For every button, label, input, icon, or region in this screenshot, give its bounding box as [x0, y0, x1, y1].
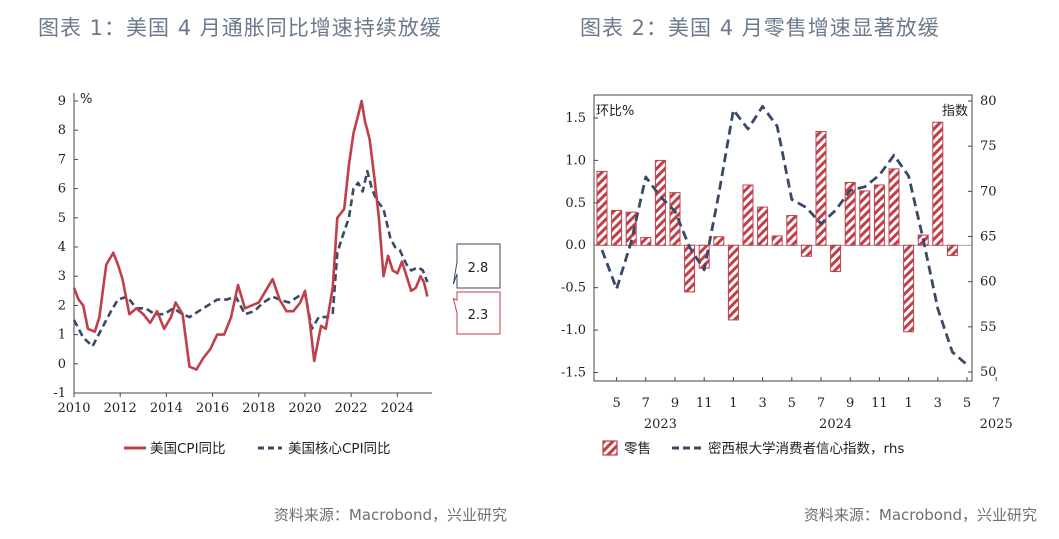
chart1-y-tick-label: 5: [58, 211, 66, 226]
chart1-series-cpi: [72, 99, 429, 371]
chart2-bar-retail: [669, 192, 681, 246]
chart2-bar-retail: [859, 190, 871, 246]
chart2-legend-label-sentiment: 密西根大学消费者信心指数，rhs: [708, 440, 904, 457]
chart2-x-tick-label: 3: [934, 396, 942, 411]
chart2-bar-retail: [815, 131, 827, 246]
chart2-retail-bar: 1.51.00.50.0-0.5-1.0-1.580757065605550环比…: [561, 94, 1013, 457]
chart2-y2-tick-label: 80: [980, 94, 997, 109]
chart2-y-tick-label: -1.5: [561, 366, 586, 381]
chart2-bar-retail: [611, 209, 623, 246]
chart2-x-tick-label: 5: [963, 396, 971, 411]
chart1-y-tick-label: 8: [58, 123, 66, 138]
chart1-y-tick-label: 3: [58, 269, 66, 284]
chart1-x-tick-label: 2012: [104, 401, 137, 416]
chart1-y-tick-label: 1: [58, 328, 66, 343]
chart2-x-tick-label: 5: [788, 396, 796, 411]
chart2-bar-retail: [640, 237, 652, 246]
chart2-y2-tick-label: 55: [980, 320, 997, 335]
chart1-callout-cpi-label: 2.3: [468, 308, 489, 323]
chart2-year-label: 2025: [980, 417, 1013, 432]
chart2-bar-retail: [786, 215, 798, 246]
chart2-x-tick-label: 7: [992, 396, 1000, 411]
chart2-y-tick-label: 1.5: [565, 111, 586, 126]
chart1-x-tick-label: 2020: [288, 401, 321, 416]
chart2-y2-unit: 指数: [942, 104, 968, 119]
chart1-y-tick-label: 9: [58, 94, 66, 109]
chart2-y-unit: 环比%: [596, 104, 634, 119]
chart1-legend-label-core: 美国核心CPI同比: [288, 441, 391, 457]
chart1-cpi-line: 9 8 7 6 5 4 3 2 1 0 -1% 2010 2012 2014 2016 2018 2020 202…: [53, 92, 501, 457]
chart2-legend-swatch-retail: [602, 440, 618, 456]
chart1-y-tick-label: 4: [58, 240, 66, 255]
chart2-bar-retail: [596, 170, 608, 246]
chart2-y2-tick-label: 70: [980, 184, 997, 199]
chart1-legend-label-cpi: 美国CPI同比: [150, 441, 226, 457]
chart2-x-tick-label: 3: [758, 396, 766, 411]
chart2-bar-retail: [873, 184, 885, 246]
chart1-callout-cpi: [452, 291, 501, 335]
chart2-year-label: 2023: [644, 417, 677, 432]
chart1-x-tick-label: 2016: [196, 401, 229, 416]
chart1-callout-core: [452, 243, 501, 289]
chart1-source: 资料来源：Macrobond，兴业研究: [273, 506, 507, 524]
chart2-x-tick-label: 11: [871, 396, 888, 411]
chart1-y-unit: %: [80, 92, 92, 107]
chart2-x-tick-label: 1: [729, 396, 737, 411]
chart2-bar-retail: [903, 244, 915, 333]
chart2-x-tick-label: 9: [846, 396, 854, 411]
chart1-title: 图表 1：美国 4 月通胀同比增速持续放缓: [38, 16, 442, 40]
chart1-y-tick-label: -1: [53, 386, 66, 401]
chart1-x-tick-label: 2014: [150, 401, 183, 416]
chart2-bar-retail: [727, 244, 739, 321]
chart2-bar-retail: [800, 244, 812, 257]
chart2-bar-retail: [946, 244, 958, 256]
chart2-x-tick-label: 1: [904, 396, 912, 411]
chart2-bar-retail: [654, 159, 666, 246]
chart2-x-tick-label: 7: [817, 396, 825, 411]
chart2-y2-tick-label: 50: [980, 365, 997, 380]
chart1-y-tick-label: 7: [58, 152, 66, 167]
chart2-series-sentiment: [600, 105, 968, 366]
chart2-bar-retail: [771, 235, 783, 246]
chart2-source: 资料来源：Macrobond，兴业研究: [803, 506, 1037, 524]
chart1-y-tick-label: 2: [58, 298, 66, 313]
chart2-title: 图表 2：美国 4 月零售增速显著放缓: [580, 16, 940, 40]
chart2-bar-retail: [844, 181, 856, 246]
chart1-y-tick-label: 6: [58, 182, 66, 197]
chart1-x-tick-label: 2022: [335, 401, 368, 416]
chart2-bar-retail: [713, 236, 725, 246]
chart2-x-tick-label: 11: [696, 396, 713, 411]
chart2-y2-tick-label: 75: [980, 139, 997, 154]
chart2-x-tick-label: 7: [642, 396, 650, 411]
chart2-frame: [593, 94, 973, 382]
chart2-bar-retail: [932, 121, 944, 246]
chart2-y-tick-label: 0.0: [565, 238, 586, 253]
chart1-x-tick-label: 2024: [381, 401, 414, 416]
chart1-y-tick-label: 0: [58, 357, 66, 372]
chart2-y2-tick-label: 65: [980, 229, 997, 244]
chart1-x-tick-label: 2018: [242, 401, 275, 416]
chart2-y-tick-label: 1.0: [565, 153, 586, 168]
chart2-y2-tick-label: 60: [980, 275, 997, 290]
chart1-series-core-cpi: [72, 169, 429, 348]
chart2-legend-label-retail: 零售: [624, 441, 651, 457]
chart2-y-tick-label: -1.0: [561, 323, 586, 338]
chart2-y-tick-label: 0.5: [565, 196, 586, 211]
chart2-bar-retail: [830, 244, 842, 273]
chart1-callout-core-label: 2.8: [468, 261, 489, 276]
chart2-x-tick-label: 9: [671, 396, 679, 411]
chart2-y-tick-label: -0.5: [561, 281, 586, 296]
chart2-bar-retail: [757, 206, 769, 246]
chart1-x-tick-label: 2010: [57, 401, 90, 416]
chart2-bar-retail: [742, 184, 754, 246]
chart2-x-tick-label: 5: [612, 396, 620, 411]
chart2-bar-retail: [684, 244, 696, 293]
chart2-year-label: 2024: [819, 417, 852, 432]
chart2-bar-retail: [888, 168, 900, 246]
